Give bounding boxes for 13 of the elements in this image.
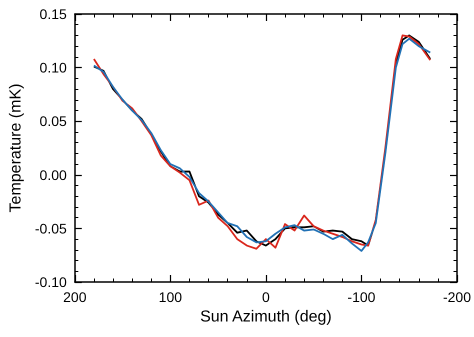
y-tick-label: -0.05 xyxy=(34,220,68,236)
y-tick-label: 0.10 xyxy=(40,60,68,76)
x-tick-label: 200 xyxy=(63,289,87,305)
y-tick-label: 0.05 xyxy=(40,113,68,130)
x-tick-label: -100 xyxy=(347,289,376,305)
x-tick-label: 100 xyxy=(158,289,182,305)
y-tick-label: 0.00 xyxy=(40,166,68,183)
x-axis-title: Sun Azimuth (deg) xyxy=(200,308,332,326)
y-tick-label: -0.10 xyxy=(34,274,68,290)
x-tick-label: -200 xyxy=(442,289,472,305)
y-tick-label: 0.15 xyxy=(40,6,68,22)
y-axis-title: Temperature (mK) xyxy=(8,84,24,212)
x-tick-label: 0 xyxy=(262,289,270,305)
